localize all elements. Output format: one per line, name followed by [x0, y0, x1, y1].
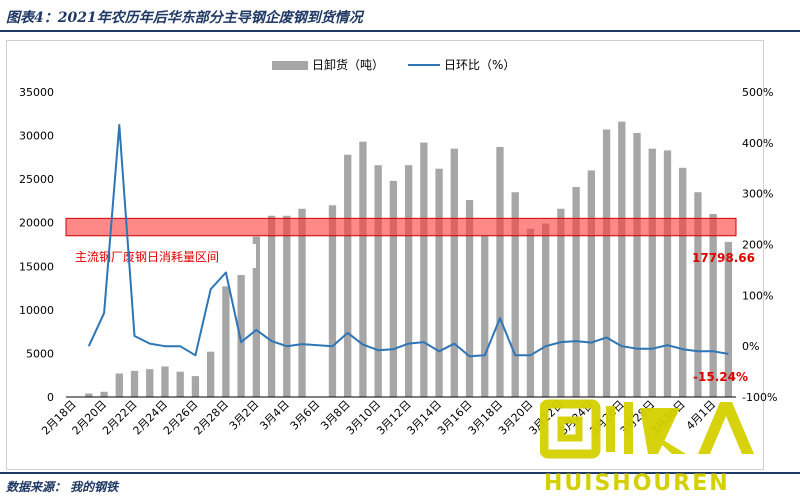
legend-bar-label: 日卸货（吨） [312, 57, 384, 72]
bar-3月16日 [465, 200, 474, 397]
left-axis-tick-label: 10000 [19, 304, 54, 317]
band-label-background [70, 244, 256, 268]
left-axis-tick-label: 5000 [26, 347, 54, 360]
bar-3月2日 [252, 236, 260, 397]
x-tick-label: 3月4日 [257, 398, 292, 433]
bar-3月14日 [435, 168, 443, 397]
bar-3月11日 [389, 180, 398, 397]
footer-divider [0, 472, 800, 474]
bar-2月28日 [222, 286, 230, 397]
bar-3月3日 [267, 215, 276, 397]
bar-3月20日 [526, 228, 535, 397]
bar-3月9日 [359, 141, 367, 397]
bar-3月23日 [572, 186, 580, 397]
bar-3月27日 [633, 132, 641, 397]
right-axis-tick-label: 500% [742, 86, 773, 99]
bar-3月10日 [374, 165, 382, 397]
bar-2月25日 [176, 371, 184, 397]
bar-3月5日 [298, 208, 306, 397]
left-axis-tick-label: 30000 [19, 130, 54, 143]
ratio-line [87, 124, 729, 358]
legend-line-label: 日环比（%） [444, 58, 515, 72]
left-axis-tick-label: 20000 [19, 217, 54, 230]
huishouren-logo: HUISHOUREN [540, 399, 754, 496]
bar-2月27日 [207, 351, 215, 397]
bar-3月1日 [237, 275, 245, 397]
bar-3月31日 [694, 192, 702, 397]
bar-3月7日 [328, 205, 337, 397]
watermark-text: HUISHOUREN [544, 471, 730, 496]
bar-3月18日 [496, 146, 504, 397]
x-tick-label: 2月28日 [191, 398, 231, 438]
bar-3月13日 [420, 142, 428, 397]
bar-3月8日 [344, 154, 352, 397]
bar-2月21日 [115, 373, 123, 397]
bar-3月30日 [679, 167, 687, 397]
right-axis-tick-label: 100% [742, 289, 773, 302]
bar-2月23日 [146, 369, 154, 397]
last-value-label: 17798.66 [692, 251, 755, 265]
bar-2月20日 [100, 391, 108, 397]
data-source: 数据来源： 我的钢铁 [6, 480, 119, 494]
bar-2月22日 [130, 370, 139, 397]
bar-3月17日 [481, 235, 489, 397]
bar-3月26日 [618, 121, 626, 397]
bar-3月12日 [404, 165, 413, 397]
right-axis-tick-label: 0% [742, 340, 759, 353]
bar-4月2日 [724, 241, 733, 397]
left-axis-tick-label: 15000 [19, 260, 54, 273]
left-axis-tick-label: 25000 [19, 173, 54, 186]
bar-3月25日 [602, 129, 611, 397]
bar-2月19日 [85, 393, 93, 397]
bar-2月24日 [161, 366, 169, 397]
right-axis-tick-label: 400% [742, 137, 773, 150]
figure-title: 图表4：2021年农历年后华东部分主导钢企废钢到货情况 [6, 10, 363, 26]
bar-3月21日 [542, 223, 550, 397]
consumption-range-band [65, 217, 737, 237]
bar-3月24日 [587, 170, 595, 397]
bar-3月19日 [511, 192, 519, 397]
right-axis-tick-label: -100% [742, 391, 777, 404]
bar-3月29日 [663, 150, 672, 397]
x-tick-label: 3月6日 [288, 398, 323, 433]
bar-4月1日 [709, 214, 717, 397]
bar-3月4日 [283, 215, 291, 397]
bar-3月22日 [557, 208, 565, 397]
left-axis-tick-label: 35000 [19, 86, 54, 99]
x-tick-label: 3月2日 [227, 398, 262, 433]
last-ratio-label: -15.24% [693, 370, 748, 384]
right-axis-tick-label: 300% [742, 188, 773, 201]
band-label: 主流钢厂废钢日消耗量区间 [75, 249, 219, 264]
left-axis-tick-label: 0 [47, 391, 54, 404]
right-axis-tick-label: 200% [742, 239, 773, 252]
bar-3月15日 [450, 148, 458, 397]
bar-3月28日 [648, 148, 656, 397]
bar-2月26日 [191, 376, 200, 397]
title-divider [0, 30, 800, 32]
legend-bar-swatch [272, 61, 308, 70]
